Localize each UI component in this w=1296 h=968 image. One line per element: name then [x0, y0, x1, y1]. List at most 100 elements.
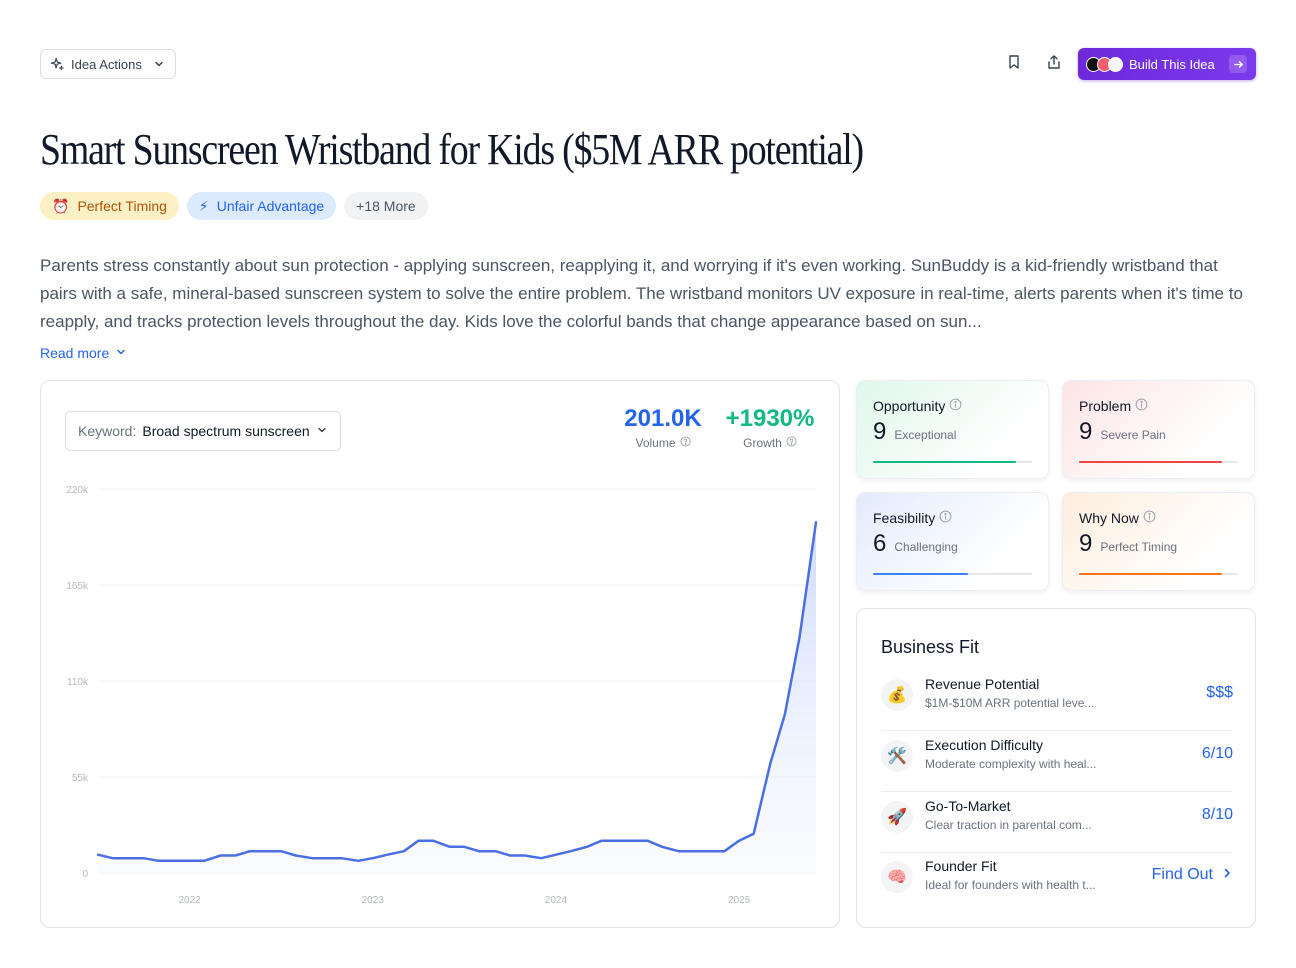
tag-unfair-advantage[interactable]: ⚡ Unfair Advantage	[186, 192, 337, 220]
idea-description: Parents stress constantly about sun prot…	[40, 256, 1243, 331]
metric-description: Severe Pain	[1100, 428, 1166, 442]
share-icon	[1046, 54, 1062, 75]
metric-score: 9	[873, 418, 887, 445]
y-tick-label: 220k	[66, 485, 89, 496]
find-out-label: Find Out	[1151, 866, 1213, 883]
growth-stat: +1930% Growth	[723, 405, 817, 450]
tag-list: ⏰ Perfect Timing ⚡ Unfair Advantage +18 …	[40, 192, 428, 220]
idea-actions-label: Idea Actions	[71, 56, 142, 72]
bookmark-icon	[1006, 54, 1022, 75]
build-this-idea-button[interactable]: Build This Idea	[1078, 48, 1256, 80]
build-label: Build This Idea	[1129, 56, 1215, 72]
metric-name: Feasibility	[873, 510, 936, 526]
row-name: Revenue Potential	[925, 676, 1040, 692]
metric-score: 9	[1079, 530, 1093, 557]
keyword-select[interactable]: Keyword: Broad spectrum sunscreen	[65, 411, 341, 451]
top-toolbar: Idea Actions Build This Idea	[40, 48, 1256, 80]
x-tick-label: 2025	[728, 895, 751, 906]
row-value: 8/10	[1201, 806, 1233, 823]
business-fit-row-execution[interactable]: 🛠️ Execution Difficulty Moderate complex…	[881, 732, 1233, 792]
metric-description: Perfect Timing	[1100, 540, 1178, 554]
tag-perfect-timing[interactable]: ⏰ Perfect Timing	[40, 192, 179, 220]
chevron-down-icon	[153, 58, 165, 70]
metric-bar	[873, 573, 1032, 575]
keyword-label: Keyword:	[78, 423, 137, 439]
tag-label: Unfair Advantage	[216, 198, 325, 214]
business-fit-row-founder-fit[interactable]: 🧠 Founder Fit Ideal for founders with he…	[881, 853, 1233, 913]
growth-value: +1930%	[725, 405, 815, 432]
metric-bar	[1079, 461, 1238, 463]
metric-description: Exceptional	[894, 428, 957, 442]
row-value: 6/10	[1201, 745, 1233, 762]
read-more-label: Read more	[40, 345, 110, 361]
metric-card-feasibility[interactable]: Feasibility 6 Challenging	[856, 492, 1049, 591]
alarm-clock-icon: ⏰	[52, 197, 70, 214]
arrow-right-icon	[1229, 55, 1247, 73]
y-tick-label: 165k	[66, 581, 89, 592]
row-subtitle: $1M-$10M ARR potential leve...	[925, 696, 1095, 710]
row-value: $$$	[1206, 684, 1233, 701]
metric-card-problem[interactable]: Problem 9 Severe Pain	[1062, 380, 1255, 479]
row-name: Founder Fit	[925, 858, 997, 874]
find-out-link[interactable]: Find Out	[1152, 866, 1233, 884]
row-subtitle: Ideal for founders with health t...	[925, 878, 1096, 892]
metric-description: Challenging	[894, 540, 958, 554]
row-name: Execution Difficulty	[925, 737, 1044, 753]
trend-chart: 0 55k 110k 165k 220k 2022 2023 2024 2025	[66, 485, 818, 906]
volume-label: Volume	[635, 436, 676, 450]
business-fit-title: Business Fit	[881, 637, 980, 657]
sparkle-icon	[50, 57, 64, 71]
metric-bar-fill	[873, 461, 1017, 463]
metric-name: Problem	[1079, 398, 1132, 414]
chevron-down-icon	[115, 345, 127, 361]
page-title: Smart Sunscreen Wristband for Kids ($5M …	[40, 125, 864, 174]
y-tick-label: 55k	[72, 773, 89, 784]
y-tick-label: 110k	[67, 677, 89, 688]
tag-more[interactable]: +18 More	[344, 192, 428, 220]
metric-name: Opportunity	[873, 398, 946, 414]
x-tick-label: 2024	[545, 895, 568, 906]
money-bag-icon: 💰	[881, 679, 913, 711]
metric-score: 9	[1079, 418, 1093, 445]
info-icon[interactable]	[1135, 398, 1148, 414]
metric-name: Why Now	[1079, 510, 1139, 526]
metric-bar-fill	[873, 573, 969, 575]
metric-bar-fill	[1079, 461, 1223, 463]
y-tick-label: 0	[82, 869, 88, 880]
info-icon[interactable]	[1143, 510, 1156, 526]
help-icon[interactable]	[786, 436, 797, 450]
rocket-icon: 🚀	[881, 801, 913, 833]
partner-logos	[1086, 56, 1123, 72]
keyword-trend-card: Keyword: Broad spectrum sunscreen 201.0K…	[40, 380, 840, 928]
business-fit-card: Business Fit 💰 Revenue Potential $1M-$10…	[856, 608, 1256, 928]
metric-card-why-now[interactable]: Why Now 9 Perfect Timing	[1062, 492, 1255, 591]
brain-icon: 🧠	[881, 861, 913, 893]
share-button[interactable]	[1042, 52, 1066, 76]
business-fit-row-revenue[interactable]: 💰 Revenue Potential $1M-$10M ARR potenti…	[881, 671, 1233, 731]
volume-value: 201.0K	[624, 405, 702, 432]
tools-icon: 🛠️	[881, 740, 913, 772]
read-more-link[interactable]: Read more	[40, 345, 127, 361]
business-fit-row-go-to-market[interactable]: 🚀 Go-To-Market Clear traction in parenta…	[881, 793, 1233, 853]
idea-actions-button[interactable]: Idea Actions	[40, 49, 176, 79]
metric-card-opportunity[interactable]: Opportunity 9 Exceptional	[856, 380, 1049, 479]
metric-score: 6	[873, 530, 887, 557]
bookmark-button[interactable]	[1002, 52, 1026, 76]
growth-label: Growth	[743, 436, 782, 450]
series-area	[98, 522, 816, 873]
x-tick-label: 2023	[362, 895, 385, 906]
metric-bar	[873, 461, 1032, 463]
series-line	[96, 520, 818, 863]
help-icon[interactable]	[679, 436, 691, 450]
row-subtitle: Moderate complexity with heal...	[925, 757, 1097, 771]
info-icon[interactable]	[949, 398, 962, 414]
info-icon[interactable]	[939, 510, 952, 526]
tag-label: +18 More	[356, 198, 416, 214]
chevron-right-icon	[1221, 866, 1233, 884]
x-tick-label: 2022	[178, 895, 201, 906]
chevron-down-icon	[316, 423, 328, 439]
row-subtitle: Clear traction in parental com...	[925, 818, 1092, 832]
lightning-icon: ⚡	[198, 197, 209, 214]
keyword-value: Broad spectrum sunscreen	[142, 423, 310, 439]
row-name: Go-To-Market	[925, 798, 1011, 814]
